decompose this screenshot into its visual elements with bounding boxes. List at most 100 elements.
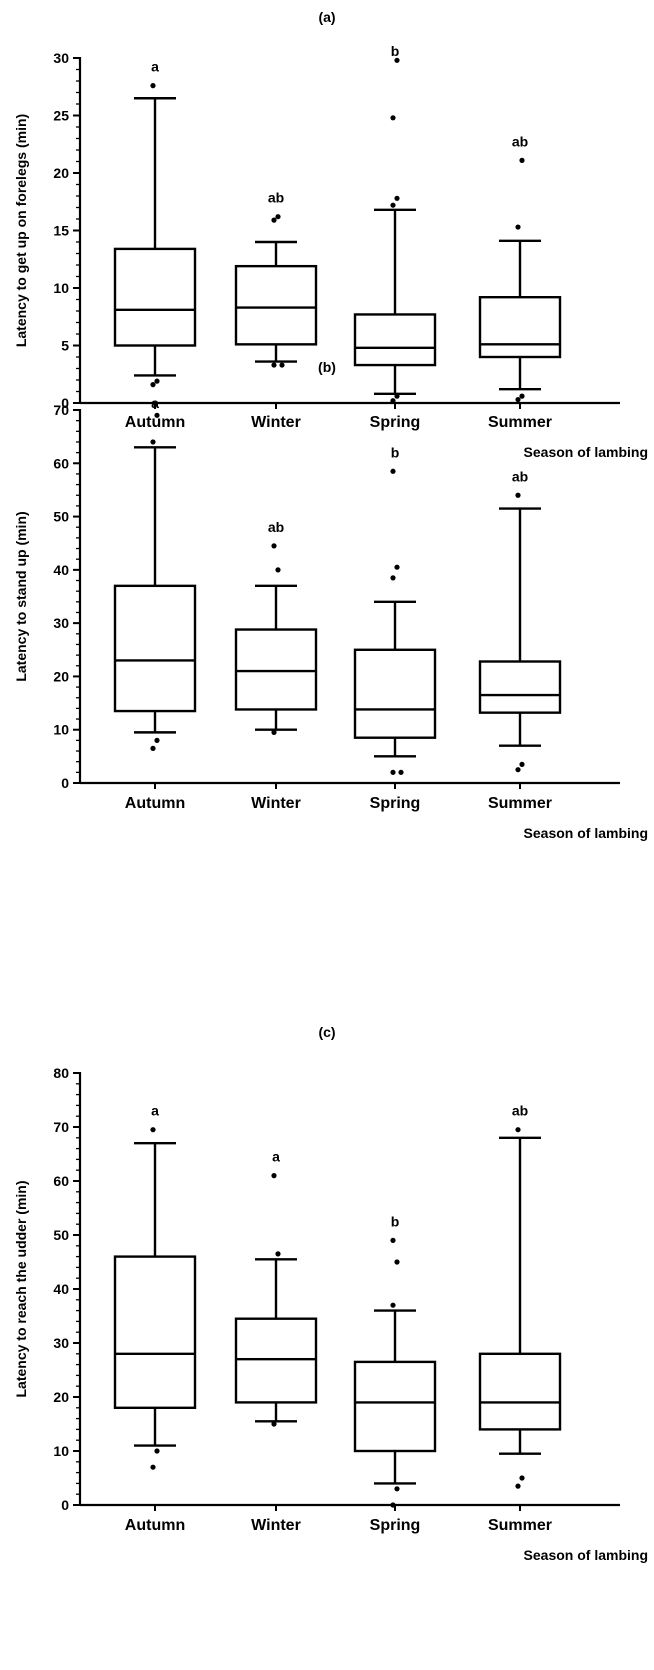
y-tick-label: 0	[61, 395, 69, 411]
box-winter: ab	[234, 519, 318, 735]
x-tick-label: Spring	[370, 414, 421, 431]
outlier-point	[394, 1486, 400, 1492]
y-axis-label: Latency to stand up (min)	[13, 511, 29, 681]
outlier-point	[390, 575, 396, 581]
x-tick-label: Summer	[488, 795, 552, 812]
box-autumn: a	[113, 395, 197, 751]
significance-letter: b	[391, 43, 400, 59]
y-tick-label: 50	[53, 509, 69, 525]
y-tick-label: 30	[53, 50, 69, 66]
outlier-point	[515, 396, 521, 403]
y-tick-label: 20	[53, 165, 69, 181]
y-tick-label: 30	[53, 1335, 69, 1351]
box-autumn: a	[113, 1103, 197, 1470]
significance-letter: b	[391, 444, 400, 460]
panel-a: (a) 0 5 10 15 20 25 30 Latency to get up on fore…	[13, 9, 648, 460]
iqr-box	[113, 1255, 197, 1409]
outlier-point	[150, 439, 156, 445]
outlier-point	[515, 1127, 521, 1133]
y-tick-label: 20	[53, 668, 69, 684]
x-axis-label: Season of lambing	[524, 825, 648, 841]
outlier-point	[394, 564, 400, 570]
y-tick-label: 5	[61, 338, 69, 354]
box-summer: ab	[478, 468, 562, 773]
x-tick-label: Spring	[370, 795, 421, 812]
outlier-point	[398, 769, 404, 775]
outlier-point	[390, 1237, 396, 1243]
x-tick-label: Winter	[251, 795, 301, 812]
outlier-point	[154, 737, 160, 743]
outlier-point	[394, 57, 400, 63]
y-tick-label: 70	[53, 402, 69, 418]
x-tick-label: Spring	[370, 1517, 421, 1534]
x-tick-label: Summer	[488, 1517, 552, 1534]
y-tick-label: 60	[53, 455, 69, 471]
outlier-point	[271, 362, 277, 368]
iqr-box	[234, 1317, 318, 1404]
y-tick-label: 60	[53, 1173, 69, 1189]
outlier-point	[390, 398, 396, 404]
box-spring: b	[353, 43, 437, 404]
outlier-point	[271, 217, 277, 223]
y-tick-label: 15	[53, 223, 69, 239]
y-tick-label: 80	[53, 1065, 69, 1081]
outlier-point	[279, 362, 285, 368]
iqr-box	[478, 1352, 562, 1431]
y-tick-label: 50	[53, 1227, 69, 1243]
outlier-point	[150, 83, 156, 89]
outlier-point	[154, 378, 160, 384]
significance-letter: a	[272, 1149, 280, 1165]
outlier-point	[390, 1302, 396, 1308]
box-summer: ab	[478, 133, 562, 403]
significance-letter: a	[151, 395, 159, 411]
outlier-point	[515, 1483, 521, 1489]
outlier-point	[150, 382, 156, 388]
outlier-point	[390, 769, 396, 775]
x-tick-label: Autumn	[125, 795, 185, 812]
outlier-point	[390, 202, 396, 208]
outlier-point	[519, 393, 525, 399]
outlier-point	[271, 543, 277, 549]
outlier-point	[150, 745, 156, 751]
y-tick-label: 40	[53, 562, 69, 578]
outlier-point	[275, 214, 281, 220]
y-tick-label: 0	[61, 775, 69, 791]
y-tick-label: 0	[61, 1497, 69, 1513]
box-autumn: a	[113, 59, 197, 388]
box-summer: ab	[478, 1103, 562, 1489]
iqr-box	[353, 1360, 437, 1453]
iqr-box	[113, 247, 197, 347]
significance-letter: ab	[268, 519, 284, 535]
outlier-point	[390, 468, 396, 474]
outlier-point	[154, 1448, 160, 1454]
iqr-box	[234, 264, 318, 346]
outlier-point	[390, 115, 396, 121]
box-winter: a	[234, 1149, 318, 1427]
outlier-point	[519, 761, 525, 767]
outlier-point	[394, 195, 400, 201]
outlier-point	[390, 1502, 396, 1508]
y-tick-label: 20	[53, 1389, 69, 1405]
outlier-point	[519, 1475, 525, 1481]
panel-title: (b)	[318, 359, 336, 375]
panel-title: (c)	[318, 1024, 335, 1040]
box-spring: b	[353, 1213, 437, 1508]
x-tick-label: Winter	[251, 414, 301, 431]
outlier-point	[271, 729, 277, 735]
outlier-point	[515, 767, 521, 773]
y-axis-label: Latency to reach the udder (min)	[13, 1180, 29, 1397]
significance-letter: ab	[268, 190, 284, 206]
x-tick-label: Summer	[488, 414, 552, 431]
significance-letter: ab	[512, 133, 528, 149]
outlier-point	[271, 1421, 277, 1427]
outlier-point	[150, 1127, 156, 1133]
y-tick-label: 70	[53, 1119, 69, 1135]
box-spring: b	[353, 444, 437, 775]
x-tick-label: Autumn	[125, 414, 185, 431]
x-axis-label: Season of lambing	[524, 1547, 648, 1563]
significance-letter: ab	[512, 468, 528, 484]
significance-letter: b	[391, 1213, 400, 1229]
iqr-box	[478, 660, 562, 714]
x-tick-label: Winter	[251, 1517, 301, 1534]
significance-letter: a	[151, 59, 159, 75]
